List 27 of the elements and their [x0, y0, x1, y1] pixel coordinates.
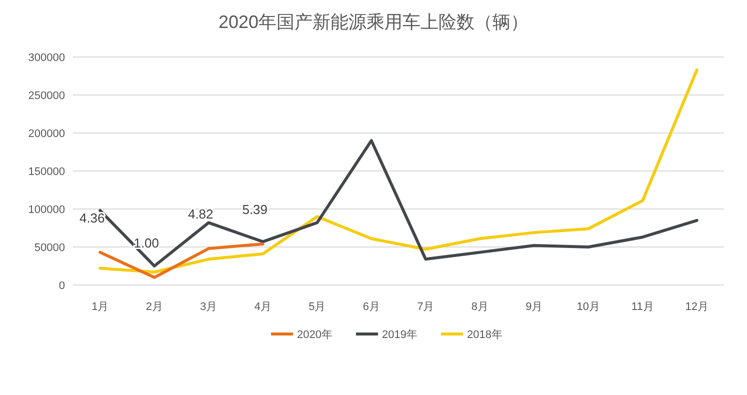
legend-label: 2020年 — [297, 329, 332, 341]
x-tick-label: 10月 — [576, 301, 600, 313]
annotation: 4.82 — [188, 206, 214, 222]
y-tick-label: 250000 — [28, 90, 65, 102]
annotation: 1.00 — [134, 235, 160, 250]
chart-title: 2020年国产新能源乘用车上险数（辆） — [218, 12, 529, 32]
annotation: 5.39 — [242, 202, 268, 217]
y-tick-label: 50000 — [34, 242, 65, 254]
x-tick-label: 6月 — [362, 301, 380, 313]
y-tick-label: 100000 — [28, 204, 65, 216]
x-tick-label: 2月 — [146, 301, 163, 313]
y-tick-label: 0 — [58, 280, 65, 292]
x-tick-label: 3月 — [200, 301, 218, 313]
x-tick-label: 8月 — [471, 301, 488, 313]
x-tick-label: 12月 — [685, 301, 708, 313]
annotation: 4.36 — [79, 210, 105, 226]
x-tick-label: 5月 — [308, 301, 326, 313]
x-tick-label: 11月 — [631, 301, 654, 313]
x-tick-label: 9月 — [526, 301, 543, 313]
x-tick-label: 7月 — [417, 301, 434, 313]
y-tick-label: 150000 — [28, 166, 65, 178]
x-tick-label: 4月 — [254, 301, 272, 313]
y-tick-label: 300000 — [28, 52, 65, 64]
legend-label: 2018年 — [467, 329, 502, 341]
x-tick-label: 1月 — [92, 301, 109, 313]
y-tick-label: 200000 — [28, 128, 65, 140]
legend-label: 2019年 — [382, 329, 418, 341]
